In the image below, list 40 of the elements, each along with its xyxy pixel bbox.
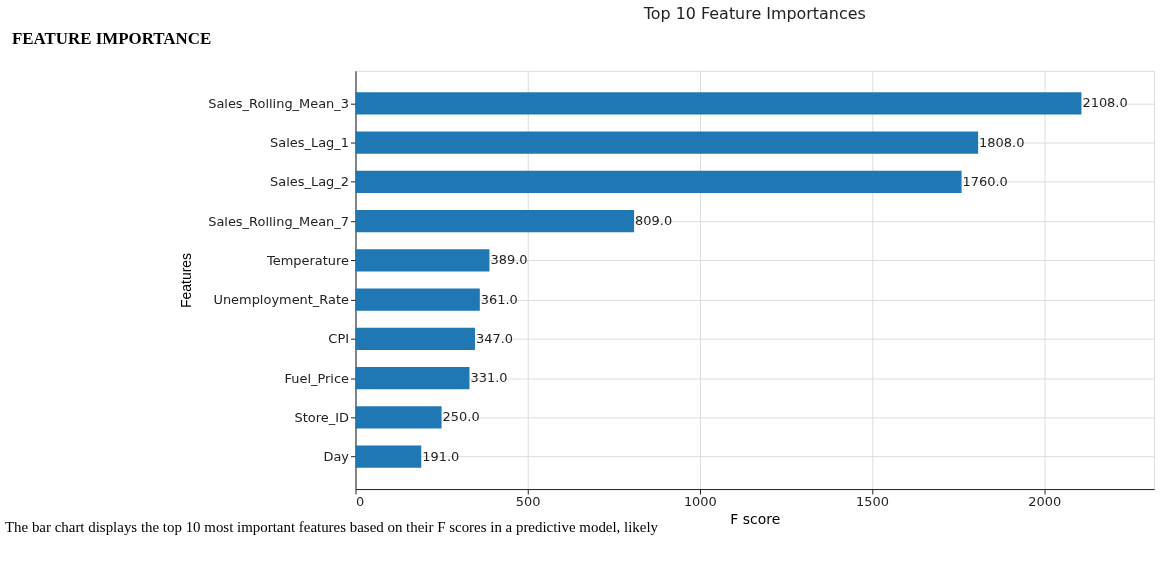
bar bbox=[355, 131, 979, 154]
bar bbox=[355, 366, 470, 390]
y-axis-title: Features bbox=[178, 252, 195, 308]
data-label: 347.0 bbox=[475, 330, 514, 346]
chart-title: Top 10 Feature Importances bbox=[642, 4, 866, 24]
x-tick-label: 1000 bbox=[683, 494, 717, 510]
y-tick-label: Store_ID bbox=[294, 409, 350, 425]
bar bbox=[355, 406, 442, 429]
text: The bar chart displays the top 10 most important features based on their F scores in a predictive model, likely bbox=[4, 518, 659, 535]
bar bbox=[355, 288, 480, 311]
text: FEATURE IMPORTANCE bbox=[11, 28, 212, 48]
x-tick-label: 2000 bbox=[1028, 494, 1062, 510]
bar bbox=[355, 209, 635, 233]
x-tick-label: 0 bbox=[355, 494, 365, 510]
data-label: 2108.0 bbox=[1082, 95, 1128, 111]
data-label: 250.0 bbox=[442, 409, 480, 425]
x-axis-title: F score bbox=[730, 511, 781, 528]
y-tick-label: Sales_Lag_2 bbox=[270, 174, 350, 190]
data-label: 331.0 bbox=[470, 370, 508, 386]
y-tick-label: CPI bbox=[328, 331, 350, 347]
y-tick-label: Day bbox=[323, 449, 350, 465]
x-tick-label: 1500 bbox=[856, 494, 890, 510]
x-tick-label: 500 bbox=[515, 494, 541, 510]
bar bbox=[355, 445, 422, 468]
bar bbox=[355, 170, 962, 193]
data-label: 809.0 bbox=[635, 213, 673, 229]
data-label: 1808.0 bbox=[979, 134, 1025, 150]
y-tick-label: Unemployment_Rate bbox=[213, 292, 350, 308]
data-label: 361.0 bbox=[480, 291, 518, 307]
y-tick-label: Sales_Lag_1 bbox=[270, 135, 350, 151]
y-tick-label: Temperature bbox=[266, 252, 350, 268]
y-tick-label: Fuel_Price bbox=[284, 370, 350, 386]
data-label: 191.0 bbox=[422, 448, 460, 464]
y-tick-label: Sales_Rolling_Mean_7 bbox=[208, 213, 350, 229]
bar bbox=[355, 327, 475, 350]
bar bbox=[355, 249, 490, 272]
bar bbox=[355, 92, 1082, 115]
data-label: 389.0 bbox=[490, 252, 528, 268]
y-tick-label: Sales_Rolling_Mean_3 bbox=[208, 95, 350, 111]
data-label: 1760.0 bbox=[962, 173, 1008, 189]
